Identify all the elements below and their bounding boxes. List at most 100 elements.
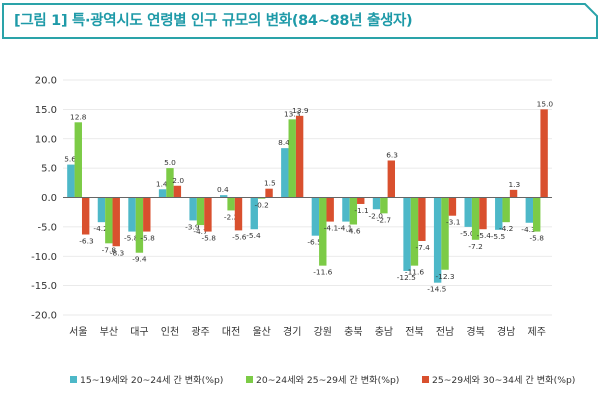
bar [158,189,167,198]
data-label: -12.3 [435,272,454,281]
x-tick-label: 강원 [314,326,332,338]
data-label: -7.4 [415,243,430,252]
data-label: -4.1 [324,224,339,233]
bar [448,197,457,216]
bar [227,197,235,211]
bar [387,160,396,198]
data-label: -4.2 [499,224,513,233]
data-label: 1.4 [156,179,168,188]
bar [250,197,258,230]
y-tick-label: 5.0 [41,164,57,175]
y-tick-label: -5.0 [37,222,57,233]
bar [105,197,113,244]
data-label: -3.1 [446,218,461,227]
data-label: 12.8 [70,112,87,121]
x-tick-label: 경북 [466,325,484,338]
bar [319,197,327,266]
y-tick-label: 0.0 [41,193,57,204]
bar [234,197,243,231]
data-label: -11.6 [313,268,332,277]
data-label: -4.1 [338,224,353,233]
bar [81,197,90,235]
data-label: -9.4 [132,255,147,264]
data-label: -4.3 [521,225,536,234]
bar [471,197,480,240]
x-tick-label: 서울 [69,326,87,338]
data-label: -6.5 [307,238,322,247]
data-label: 5.6 [64,155,76,164]
bar [326,197,334,222]
bar [204,197,212,232]
x-tick-label: 대구 [130,326,148,338]
bar [97,197,106,223]
data-label: -5.5 [491,232,506,241]
y-tick-label: 20.0 [35,76,57,87]
x-tick-label: 전남 [436,326,454,338]
bar [135,197,144,253]
data-label: -2.2 [224,212,238,221]
bar [464,197,472,227]
bar [433,197,442,283]
data-label: -5.8 [202,234,217,243]
bar [540,109,548,198]
bar [502,197,510,223]
bar [143,197,151,232]
data-label: -1.1 [354,206,369,215]
x-tick-label: 인천 [161,326,179,338]
data-label: -6.3 [79,237,94,246]
bar [418,197,426,241]
bar [495,197,503,230]
data-label: -5.8 [140,234,155,243]
data-label: 1.5 [264,179,276,188]
bar [410,197,419,266]
legend-label: 25~29세와 30~34세 간 변화(%p) [432,374,575,386]
bar [342,197,350,222]
bar [288,119,296,198]
data-label: -5.8 [530,234,545,243]
bar [281,148,289,198]
bar [257,197,266,199]
bar [349,197,358,225]
x-tick-label: 부산 [100,326,118,338]
data-label: 15.0 [537,99,554,108]
y-tick-label: 10.0 [35,134,57,145]
x-tick-label: 울산 [252,326,270,338]
x-tick-label: 광주 [191,326,209,338]
data-label: -4.7 [193,227,208,236]
figure-title: [그림 1] 특·광역시도 연령별 인구 규모의 변화(84~88년 출생자) [14,13,413,29]
bar [128,197,136,232]
data-label: 8.4 [278,138,290,147]
data-label: 2.0 [172,176,184,185]
data-label: -5.4 [246,231,261,240]
bar [265,188,273,198]
data-label: 0.4 [217,185,229,194]
bar [173,185,182,198]
x-tick-label: 제주 [528,326,546,338]
legend-swatch [422,376,429,383]
data-label: -8.3 [110,248,125,257]
data-label: -2.0 [368,211,383,220]
data-label: -5.4 [477,231,492,240]
bar [219,195,228,198]
bar [112,197,120,247]
title-frame [2,3,598,39]
data-label: -3.9 [185,222,200,231]
bar [479,197,487,230]
data-label: -2.7 [377,215,392,224]
legend-label: 15~19세와 20~24세 간 변화(%p) [80,374,223,386]
data-label: 13.9 [292,106,309,115]
x-tick-label: 경남 [497,325,515,338]
x-tick-label: 경기 [283,325,301,338]
bar [196,197,205,226]
y-tick-label: -20.0 [31,311,57,322]
bar [380,197,388,214]
data-label: 1.3 [508,180,520,189]
data-label: 5.0 [164,158,176,167]
legend-label: 20~24세와 25~29세 간 변화(%p) [256,374,399,386]
data-label: -0.2 [254,201,268,210]
bar [372,197,381,210]
y-tick-label: -10.0 [31,252,57,263]
x-tick-label: 전북 [405,326,423,338]
legend-swatch [70,376,77,383]
data-label: -5.8 [124,234,139,243]
